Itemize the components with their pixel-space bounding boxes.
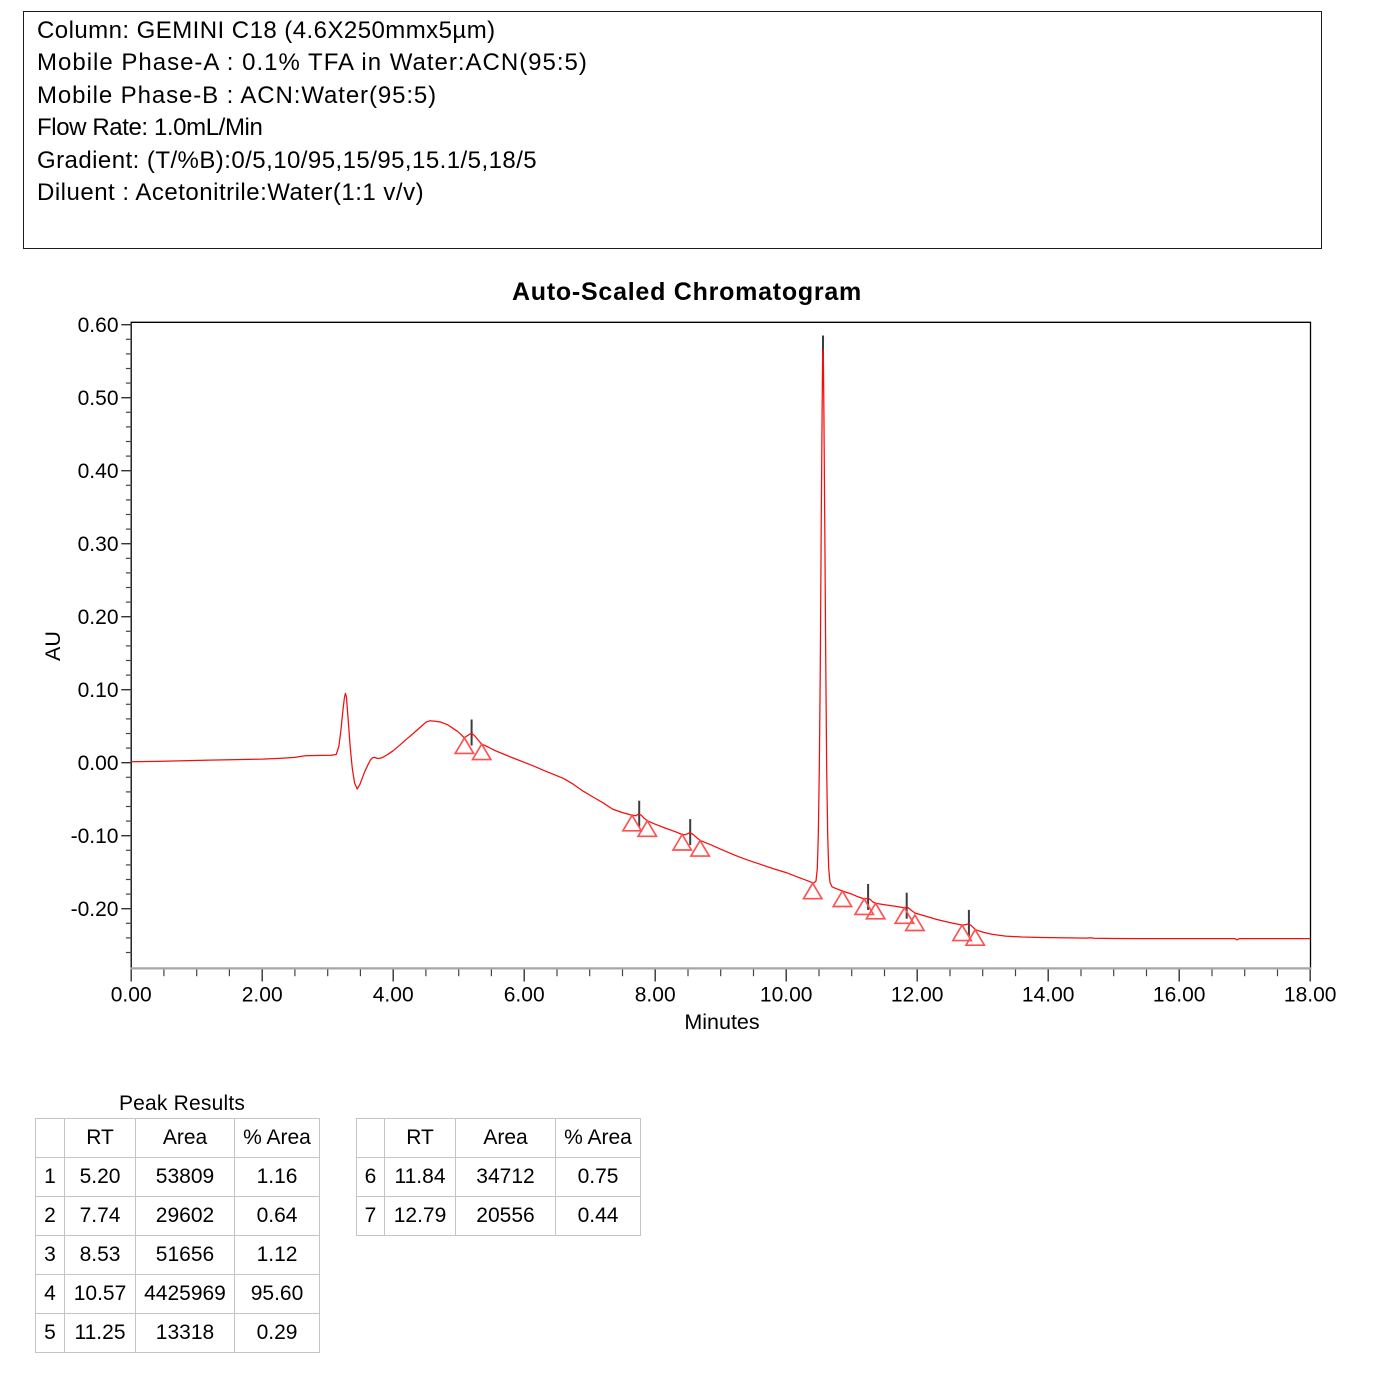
svg-text:12.00: 12.00 (891, 984, 944, 1007)
svg-text:0.20: 0.20 (78, 606, 119, 629)
svg-text:-0.10: -0.10 (71, 825, 119, 848)
svg-text:0.00: 0.00 (78, 752, 119, 775)
svg-text:0.00: 0.00 (111, 984, 152, 1007)
svg-text:0.40: 0.40 (78, 460, 119, 483)
svg-text:Minutes: Minutes (684, 1010, 759, 1034)
svg-text:2.00: 2.00 (242, 984, 283, 1007)
svg-text:0.60: 0.60 (78, 314, 119, 337)
svg-text:8.00: 8.00 (635, 984, 676, 1007)
svg-text:0.10: 0.10 (78, 679, 119, 702)
svg-text:14.00: 14.00 (1022, 984, 1075, 1007)
svg-text:0.50: 0.50 (78, 387, 119, 410)
svg-text:-0.20: -0.20 (71, 898, 119, 921)
svg-text:4.00: 4.00 (373, 984, 414, 1007)
svg-text:18.00: 18.00 (1284, 984, 1337, 1007)
svg-text:AU: AU (41, 631, 65, 661)
svg-text:0.30: 0.30 (78, 533, 119, 556)
svg-text:10.00: 10.00 (760, 984, 813, 1007)
svg-text:Auto-Scaled Chromatogram: Auto-Scaled Chromatogram (512, 278, 862, 306)
svg-text:6.00: 6.00 (504, 984, 545, 1007)
svg-text:16.00: 16.00 (1153, 984, 1206, 1007)
